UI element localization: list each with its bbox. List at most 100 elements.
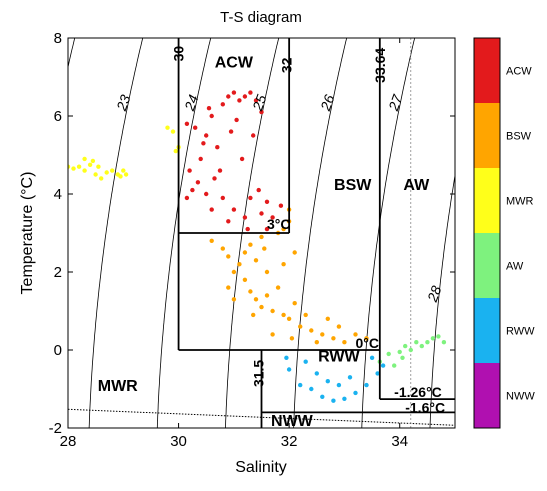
y-tick-label--2: -2 (49, 420, 62, 437)
point-bsw-28 (275, 285, 281, 290)
boundary-label-7: -1.6°C (405, 399, 445, 415)
point-bsw-41 (262, 246, 267, 251)
point-aw-12 (400, 355, 405, 360)
point-bsw-26 (303, 312, 308, 318)
isopycnal-25 (225, 38, 280, 428)
point-bsw-31 (292, 250, 297, 255)
point-rww-15 (303, 359, 308, 364)
chart-title: T-S diagram (220, 9, 302, 26)
point-bsw-25 (364, 336, 369, 341)
isopycnal-26 (293, 38, 348, 428)
point-bsw-23 (342, 340, 347, 345)
y-tick-label-0: 0 (54, 342, 62, 359)
point-acw-34 (256, 187, 261, 193)
point-acw-6 (231, 90, 237, 95)
colorbar: ACW BSW MWR AW RWW NWW (473, 37, 535, 429)
boundary-label-5: 0°C (355, 335, 379, 351)
boundary-label-1: 32 (278, 57, 294, 73)
point-rww-1 (286, 367, 292, 372)
point-bsw-4 (259, 234, 264, 240)
point-bsw-15 (259, 304, 264, 310)
isopycnal-label-25: 25 (249, 92, 270, 113)
point-mwr-17 (170, 129, 176, 134)
point-rww-14 (347, 375, 353, 380)
point-acw-4 (220, 102, 225, 107)
point-acw-35 (245, 226, 250, 232)
boundary-label-2: 33.64 (372, 48, 388, 83)
point-acw-1 (193, 125, 198, 130)
point-aw-11 (392, 363, 397, 368)
point-acw-38 (206, 106, 212, 111)
boundary-labels: 30 32 33.64 31.5 3°C 0°C -1.26°C-1.6°C (171, 46, 446, 416)
point-aw-5 (414, 340, 419, 345)
colorbar-swatch-rww (474, 298, 500, 363)
point-bsw-39 (289, 336, 295, 341)
y-axis-label: Temperature (°C) (19, 172, 36, 295)
point-acw-24 (264, 199, 270, 204)
point-aw-4 (408, 347, 413, 353)
point-mwr-18 (173, 148, 178, 154)
point-acw-13 (198, 156, 203, 162)
boundary-label-3: 31.5 (251, 360, 267, 387)
isopycnal-label-24: 24 (181, 92, 202, 113)
region-label-rww: RWW (318, 349, 360, 366)
point-bsw-27 (292, 301, 297, 306)
point-rww-7 (353, 390, 358, 396)
point-aw-3 (403, 343, 408, 349)
point-bsw-34 (314, 340, 319, 345)
point-acw-39 (264, 226, 270, 232)
point-acw-9 (248, 90, 253, 95)
point-mwr-13 (123, 172, 129, 177)
isopycnal-label-26: 26 (317, 92, 338, 113)
point-acw-28 (239, 156, 245, 162)
x-tick-label-32: 32 (281, 433, 298, 450)
point-acw-3 (209, 113, 214, 119)
point-bsw-35 (336, 324, 342, 329)
boundary-label-4: 3°C (267, 216, 291, 232)
water-mass-boundaries (177, 38, 455, 428)
y-tick-label-2: 2 (54, 264, 62, 281)
colorbar-label-rww: RWW (506, 326, 535, 338)
point-bsw-33 (264, 293, 270, 298)
point-bsw-8 (231, 269, 237, 275)
colorbar-label-mwr: MWR (506, 196, 534, 208)
point-acw-27 (217, 168, 223, 173)
point-bsw-19 (298, 324, 303, 329)
point-bsw-21 (320, 332, 325, 337)
isopycnal-lines (68, 38, 455, 428)
point-bsw-18 (286, 316, 292, 321)
colorbar-swatch-nww (474, 363, 500, 428)
point-aw-6 (419, 343, 424, 349)
point-bsw-11 (209, 238, 214, 243)
y-tick-label-4: 4 (54, 186, 62, 203)
point-mwr-8 (104, 170, 109, 175)
point-mwr-1 (71, 166, 76, 171)
colorbar-label-aw: AW (506, 261, 524, 273)
point-acw-12 (215, 145, 220, 150)
point-mwr-4 (87, 162, 93, 167)
point-rww-16 (369, 355, 375, 360)
region-label-acw: ACW (215, 54, 254, 71)
point-acw-33 (212, 176, 217, 181)
point-aw-7 (425, 340, 430, 345)
point-bsw-10 (220, 246, 225, 251)
point-aw-1 (386, 351, 391, 357)
region-label-bsw: BSW (334, 177, 372, 194)
point-mwr-9 (110, 168, 115, 173)
point-mwr-6 (96, 164, 101, 169)
point-rww-11 (314, 371, 319, 376)
point-acw-31 (228, 129, 234, 134)
point-rww-5 (331, 398, 336, 403)
point-bsw-29 (264, 269, 270, 275)
point-aw-10 (441, 340, 447, 345)
point-acw-2 (204, 133, 209, 138)
point-bsw-13 (248, 289, 253, 294)
point-acw-15 (195, 180, 201, 185)
isopycnal-label-23: 23 (113, 92, 134, 113)
point-mwr-11 (118, 174, 123, 179)
isopycnal-24 (156, 38, 212, 428)
isopycnal-labels: 23 24 25 26 27 28 (113, 91, 445, 304)
boundary-label-0: 30 (171, 46, 187, 62)
